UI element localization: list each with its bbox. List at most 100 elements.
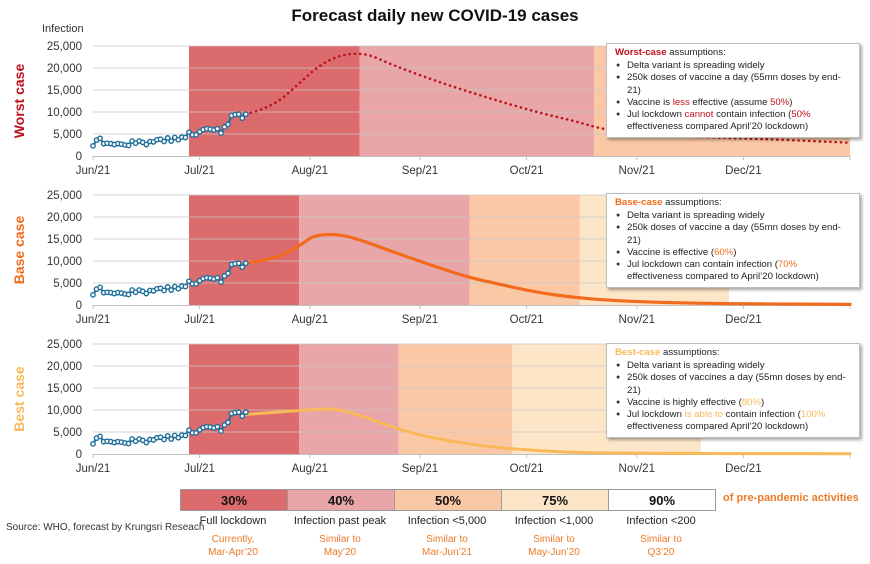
observed-point <box>97 433 104 440</box>
observed-point <box>218 130 224 137</box>
best-case-assumptions-box: Best-case assumptions: Delta variant is s… <box>606 343 860 439</box>
observed-point <box>242 409 249 416</box>
observed-point <box>225 419 231 426</box>
worst-case-assumptions-box: Worst-case assumptions: Delta variant is … <box>606 43 860 139</box>
y-tick-label: 10,000 <box>47 107 82 119</box>
observed-point <box>161 436 167 443</box>
observed-point <box>214 423 221 430</box>
legend-similar-line1: Similar to <box>319 534 361 545</box>
scenario-label-best: Best case <box>11 366 27 432</box>
x-tick-label: Dec/21 <box>725 463 761 475</box>
x-tick-label: Aug/21 <box>292 463 328 475</box>
legend-similar-line2: Q3’20 <box>647 547 675 558</box>
activity-legend: 30% 40% 50% 75% 90% <box>180 489 716 511</box>
legend-similar-line1: Currently, <box>211 534 255 545</box>
legend-similar-line1: Similar to <box>426 534 468 545</box>
legend-desc-75: Infection <1,000 <box>514 515 594 527</box>
observed-point <box>97 284 104 291</box>
assumption-item: Jul lockdown can contain infection (70% … <box>616 259 853 283</box>
observed-point <box>193 280 199 287</box>
legend-box-40: 40% <box>287 489 394 511</box>
legend-desc-40: Infection past peak <box>293 515 387 527</box>
observed-point <box>164 433 171 439</box>
observed-point <box>242 111 249 118</box>
assumption-item: Delta variant is spreading widely <box>616 60 853 72</box>
assumptions-heading: Base-case assumptions: <box>615 197 722 208</box>
observed-point <box>125 291 132 298</box>
observed-point <box>90 440 96 447</box>
observed-point <box>90 142 96 149</box>
legend-similar-line1: Similar to <box>533 534 575 545</box>
legend-note: of pre-pandemic activities <box>723 492 859 504</box>
activity-band-30 <box>188 46 360 156</box>
y-tick-label: 25,000 <box>47 190 82 202</box>
observed-point <box>239 115 246 122</box>
activity-band-30 <box>188 195 300 305</box>
y-axis-label: Infection <box>42 23 84 35</box>
x-tick-label: Jul/21 <box>184 165 215 177</box>
x-tick-label: Oct/21 <box>510 314 544 326</box>
assumption-item: 250k doses of vaccine a day (55mn doses … <box>616 72 853 96</box>
legend-similar-40: Similar to May’20 <box>287 533 393 559</box>
observed-point <box>182 283 189 290</box>
observed-point <box>182 134 189 141</box>
legend-similar-line2: May-Jun’20 <box>528 547 580 558</box>
x-tick-label: Oct/21 <box>510 463 544 475</box>
observed-point <box>90 291 96 298</box>
activity-band-50 <box>398 344 513 454</box>
y-tick-label: 5,000 <box>53 129 82 141</box>
forecast-line-base <box>244 232 852 306</box>
legend-similar-line2: Mar-Jun’21 <box>421 547 473 558</box>
scenario-keyword: Best-case <box>615 347 661 358</box>
legend-desc-30: Full lockdown <box>199 515 267 527</box>
legend-desc-90: Infection <200 <box>626 515 696 527</box>
observed-point <box>218 428 224 435</box>
chart-title: Forecast daily new COVID-19 cases <box>291 6 579 25</box>
y-tick-label: 20,000 <box>47 361 82 373</box>
observed-point <box>143 439 150 446</box>
x-tick-label: Dec/21 <box>725 165 761 177</box>
legend-desc-50: Infection <5,000 <box>407 515 487 527</box>
observed-point <box>161 138 167 145</box>
observed-point <box>214 274 221 281</box>
y-tick-label: 5,000 <box>53 427 82 439</box>
x-tick-label: Jul/21 <box>184 314 215 326</box>
activity-band-40 <box>299 344 399 454</box>
observed-point <box>143 141 150 148</box>
observed-point <box>125 440 132 447</box>
assumption-item: Delta variant is spreading widely <box>616 360 853 372</box>
assumption-item: Vaccine is highly effective (80%) <box>616 397 853 409</box>
assumption-item: Vaccine is less effective (assume 50%) <box>616 97 853 109</box>
assumptions-heading: Best-case assumptions: <box>615 347 720 358</box>
legend-similar-50: Similar to Mar-Jun’21 <box>394 533 500 559</box>
observed-point <box>161 287 167 294</box>
observed-point <box>193 429 199 436</box>
observed-point <box>125 142 132 149</box>
observed-point <box>235 260 242 267</box>
y-tick-label: 0 <box>76 449 82 461</box>
assumption-item: 250k doses of vaccines a day (55mn doses… <box>616 372 853 396</box>
x-tick-label: Dec/21 <box>725 314 761 326</box>
legend-box-30: 30% <box>180 489 287 511</box>
observed-point <box>168 436 175 442</box>
observed-point <box>218 279 224 286</box>
observed-point <box>225 121 231 128</box>
assumption-item: Jul lockdown is able to contain infectio… <box>616 409 853 433</box>
source-note: Source: WHO, forecast by Krungsri Reseac… <box>6 522 205 533</box>
y-tick-label: 15,000 <box>47 85 82 97</box>
observed-point <box>239 264 246 271</box>
observed-point <box>242 260 249 267</box>
legend-similar-line2: May’20 <box>323 547 357 558</box>
y-tick-label: 10,000 <box>47 405 82 417</box>
legend-similar-90: Similar to Q3’20 <box>608 533 714 559</box>
legend-similar-75: Similar to May-Jun’20 <box>501 533 607 559</box>
legend-similar-line2: Mar-Apr’20 <box>208 547 258 558</box>
observed-point <box>97 135 104 142</box>
base-case-assumptions-box: Base-case assumptions: Delta variant is s… <box>606 193 860 289</box>
y-tick-label: 25,000 <box>47 41 82 53</box>
observed-point <box>239 413 246 420</box>
legend-similar-30: Currently, Mar-Apr’20 <box>180 533 286 559</box>
legend-box-75: 75% <box>501 489 608 511</box>
scenario-label-base: Base case <box>11 216 27 285</box>
y-tick-label: 20,000 <box>47 212 82 224</box>
